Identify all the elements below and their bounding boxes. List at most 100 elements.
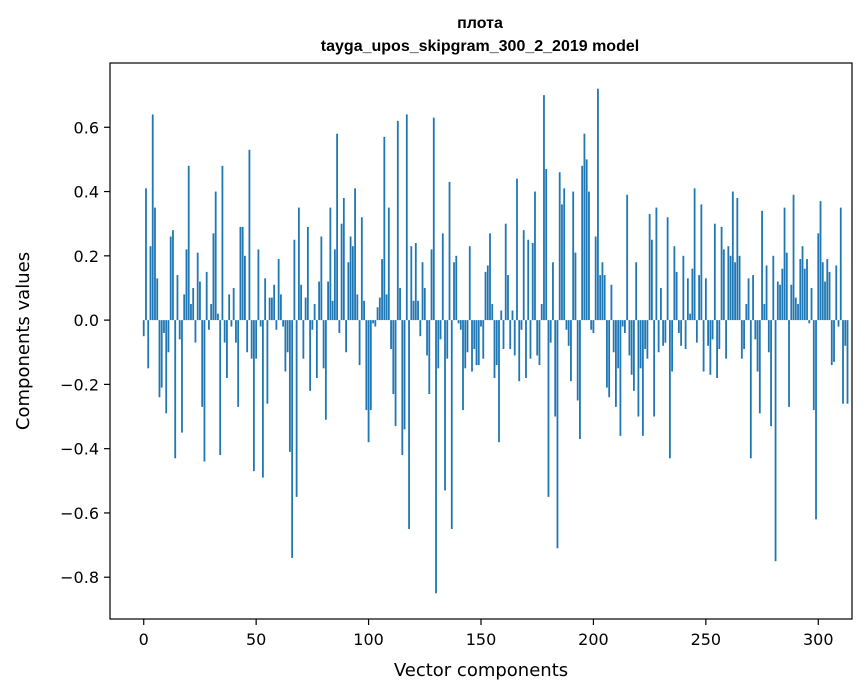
- bar-255: [716, 320, 718, 378]
- bar-131: [437, 320, 440, 369]
- bar-61: [279, 294, 282, 321]
- bar-75: [311, 320, 314, 330]
- bar-220: [637, 320, 640, 417]
- bar-266: [740, 320, 743, 359]
- bar-197: [585, 159, 588, 321]
- bar-134: [444, 320, 446, 491]
- bar-309: [837, 320, 840, 327]
- bar-188: [565, 320, 568, 330]
- bar-194: [579, 320, 581, 440]
- bar-46: [246, 320, 249, 353]
- bar-140: [457, 320, 460, 324]
- bar-199: [590, 320, 593, 330]
- x-tick-label-150: 150: [466, 630, 497, 649]
- bar-10: [165, 320, 168, 414]
- bar-58: [273, 284, 276, 321]
- bar-300: [817, 233, 820, 321]
- bar-137: [450, 320, 453, 530]
- bar-123: [419, 320, 422, 337]
- bar-213: [621, 320, 624, 327]
- bar-136: [448, 181, 451, 321]
- bar-179: [545, 169, 548, 321]
- bar-312: [844, 320, 847, 346]
- bar-203: [599, 275, 602, 321]
- bar-79: [320, 236, 323, 321]
- bar-308: [835, 265, 838, 321]
- bar-166: [516, 178, 518, 321]
- bar-26: [201, 320, 204, 407]
- bar-149: [477, 320, 480, 366]
- bar-31: [212, 233, 215, 321]
- bar-301: [819, 201, 822, 321]
- bar-154: [489, 233, 491, 321]
- bar-45: [244, 255, 246, 321]
- bar-7: [158, 320, 161, 398]
- bar-41: [235, 320, 237, 343]
- bar-257: [720, 226, 723, 321]
- x-tick-label-50: 50: [246, 630, 266, 649]
- bar-223: [644, 320, 647, 350]
- bar-138: [453, 262, 455, 321]
- bar-299: [815, 320, 817, 520]
- bar-163: [509, 320, 512, 350]
- bar-275: [761, 210, 763, 321]
- bar-126: [426, 320, 428, 356]
- bar-51: [257, 249, 260, 321]
- bar-106: [381, 259, 383, 321]
- bar-55: [266, 320, 269, 404]
- bar-99: [365, 320, 368, 411]
- bar-161: [504, 223, 507, 321]
- bar-285: [783, 207, 786, 321]
- bar-254: [713, 223, 716, 321]
- bar-311: [842, 320, 844, 404]
- bar-282: [776, 281, 779, 321]
- bar-37: [226, 320, 228, 378]
- bar-29: [208, 320, 210, 330]
- bar-127: [428, 320, 431, 395]
- bar-19: [185, 249, 188, 321]
- bar-241: [684, 320, 687, 350]
- bar-43: [239, 226, 242, 321]
- bar-119: [410, 246, 413, 321]
- bar-16: [178, 320, 181, 340]
- x-tick-label-250: 250: [691, 630, 722, 649]
- bar-252: [709, 320, 712, 375]
- bar-165: [513, 320, 516, 356]
- y-tick-label-5: 0.2: [74, 247, 99, 266]
- bar-190: [570, 320, 572, 382]
- bar-122: [417, 300, 419, 321]
- bar-114: [399, 287, 401, 321]
- bar-196: [583, 133, 586, 321]
- bar-180: [547, 320, 550, 497]
- plot-frame: [109, 62, 853, 620]
- bar-200: [592, 320, 595, 333]
- bar-230: [659, 287, 662, 321]
- bar-85: [333, 249, 336, 321]
- bar-76: [313, 304, 316, 321]
- bar-218: [633, 320, 635, 391]
- bar-130: [435, 320, 437, 594]
- bar-189: [567, 320, 570, 346]
- bar-72: [304, 297, 307, 321]
- y-axis-label: Components values: [13, 252, 34, 430]
- bar-191: [572, 191, 575, 321]
- x-axis-ticks: 0 50 100 150 200 250 300: [139, 619, 834, 649]
- x-axis-label: Vector components: [394, 660, 568, 681]
- chart-title-line2: tayga_upos_skipgram_300_2_2019 model: [321, 38, 639, 55]
- bar-39: [230, 320, 233, 327]
- bar-42: [237, 320, 240, 407]
- bar-175: [536, 320, 539, 356]
- bar-44: [241, 226, 244, 321]
- bar-240: [682, 255, 685, 321]
- bar-186: [561, 204, 563, 321]
- bar-56: [268, 297, 271, 321]
- bar-36: [223, 320, 226, 343]
- bar-102: [372, 320, 374, 324]
- bar-272: [754, 320, 757, 340]
- bar-210: [615, 320, 617, 407]
- bar-235: [671, 320, 674, 372]
- bar-60: [277, 259, 280, 321]
- bar-65: [288, 320, 291, 452]
- bar-306: [830, 320, 833, 366]
